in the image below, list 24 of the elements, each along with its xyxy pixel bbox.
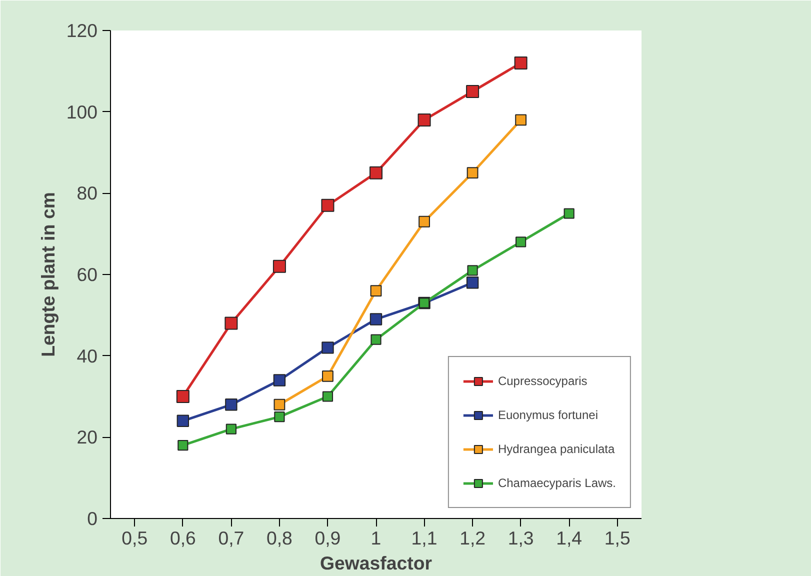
x-tick-label: 0,6	[170, 528, 196, 548]
x-tick-label: 0,9	[314, 528, 341, 548]
y-tick-label: 80	[76, 182, 98, 204]
x-tick-label: 1	[370, 528, 382, 548]
x-tick-label: 1,4	[556, 528, 582, 548]
x-tick-label: 1,2	[460, 528, 486, 548]
x-tick-label: 1,1	[411, 528, 438, 548]
x-tick-label: 0,7	[218, 528, 244, 548]
legend-label: Hydrangea paniculata	[498, 442, 615, 456]
x-tick-label: 0,5	[122, 528, 148, 548]
legend-label: Chamaecyparis Laws.	[498, 476, 616, 490]
x-tick-label: 1,5	[604, 528, 630, 548]
x-tick-label: 1,3	[508, 528, 534, 548]
y-tick-label: 100	[66, 101, 98, 122]
y-tick-label: 60	[76, 264, 98, 285]
x-axis-title: Gewasfactor	[320, 552, 432, 574]
y-tick-label: 40	[76, 345, 98, 366]
y-tick-label: 120	[66, 20, 98, 41]
x-tick-label: 0,8	[266, 528, 292, 548]
y-tick-label: 0	[87, 508, 98, 529]
legend-label: Cupressocyparis	[498, 374, 588, 388]
y-axis-title: Lengte plant in cm	[37, 192, 58, 357]
legend-label: Euonymus fortunei	[498, 408, 598, 422]
y-tick-label: 20	[76, 426, 98, 448]
